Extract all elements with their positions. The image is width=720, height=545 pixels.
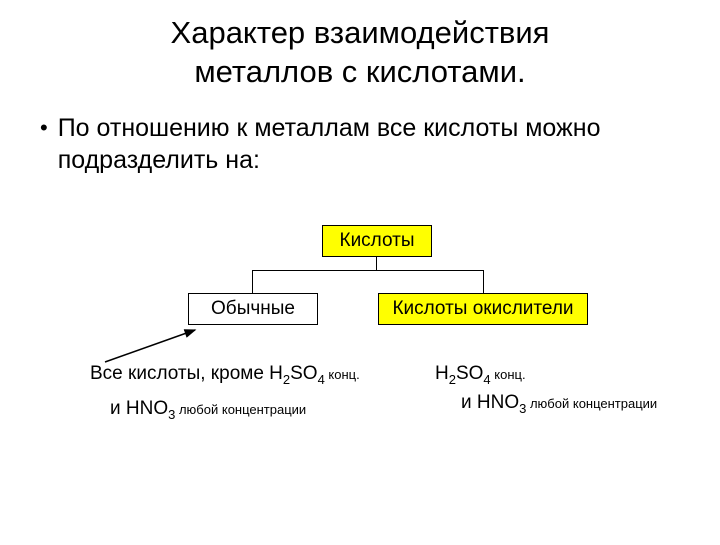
txt: и HNO (110, 398, 168, 419)
node-ordinary-label: Обычные (211, 298, 295, 319)
sub: 4 (318, 371, 325, 386)
connector (483, 270, 484, 293)
title-line-1: Характер взаимодействия (171, 15, 550, 50)
small-txt: любой концентрации (526, 396, 657, 411)
node-oxidizing: Кислоты окислители (378, 293, 588, 325)
txt: SO (456, 363, 483, 384)
sub: 2 (449, 371, 456, 386)
node-root: Кислоты (322, 225, 432, 257)
title-line-2: металлов с кислотами. (194, 54, 525, 89)
ordinary-description: Все кислоты, кроме H2SO4 конц. и HNO3 лю… (90, 360, 360, 425)
node-ordinary: Обычные (188, 293, 318, 325)
oxidizing-description: H2SO4 конц. и HNO3 любой концентрации (435, 360, 657, 419)
small-txt: любой концентрации (175, 402, 306, 417)
txt: SO (290, 363, 317, 384)
bullet-text: По отношению к металлам все кислоты можн… (58, 112, 690, 177)
small-txt: конц. (325, 367, 360, 382)
sub: 4 (483, 371, 490, 386)
txt: и HNO (461, 392, 519, 413)
classification-diagram: Кислоты Обычные Кислоты окислители Все к… (0, 225, 720, 545)
txt: H (435, 363, 449, 384)
desc-line: Все кислоты, кроме H2SO4 конц. (90, 360, 360, 389)
desc-line: и HNO3 любой концентрации (90, 395, 360, 424)
node-oxidizing-label: Кислоты окислители (392, 298, 573, 319)
connector (252, 270, 484, 271)
connector (376, 256, 377, 270)
txt: Все кислоты, кроме H (90, 363, 283, 384)
node-root-label: Кислоты (340, 230, 415, 251)
desc-line: H2SO4 конц. (435, 360, 657, 389)
bullet-marker: • (40, 112, 48, 177)
slide-title: Характер взаимодействия металлов с кисло… (0, 0, 720, 92)
bullet-item: • По отношению к металлам все кислоты мо… (0, 112, 720, 177)
small-txt: конц. (491, 367, 526, 382)
connector (252, 270, 253, 293)
desc-line: и HNO3 любой концентрации (435, 389, 657, 418)
